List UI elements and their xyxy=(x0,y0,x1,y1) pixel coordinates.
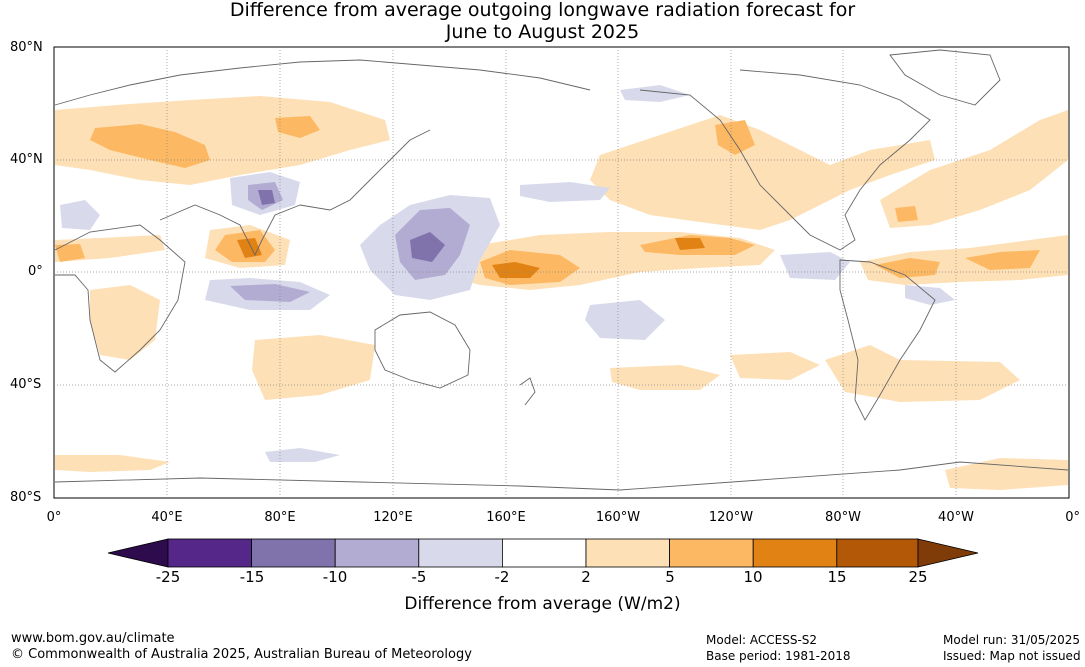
lon-label-0-right: 0° xyxy=(1065,510,1080,525)
lon-label-160w: 160°W xyxy=(595,510,641,525)
colorbar-tick-minus25: -25 xyxy=(155,568,181,586)
footer-model: Model: ACCESS-S2 xyxy=(706,633,818,647)
lat-label-40s: 40°S xyxy=(10,377,42,392)
footer-base-period: Base period: 1981-2018 xyxy=(706,649,851,663)
colorbar-bin-3 xyxy=(334,538,420,568)
colorbar-bin-5 xyxy=(501,538,587,568)
colorbar-bin-1 xyxy=(167,538,252,568)
lon-label-120w: 120°W xyxy=(708,510,754,525)
lon-label-40e: 40°E xyxy=(151,510,183,525)
lat-label-40n: 40°N xyxy=(10,152,43,167)
colorbar-bin-9 xyxy=(836,538,919,568)
colorbar-tick-minus5: -5 xyxy=(411,568,427,586)
lat-label-equator: 0° xyxy=(28,264,43,279)
colorbar-tick-15: 15 xyxy=(827,568,847,586)
lat-label-80n: 80°N xyxy=(10,40,43,55)
graticule xyxy=(54,47,1069,498)
colorbar-tick-25: 25 xyxy=(908,568,928,586)
colorbar xyxy=(107,538,979,568)
lon-label-120e: 120°E xyxy=(373,510,413,525)
footer-website: www.bom.gov.au/climate xyxy=(11,631,175,646)
map-title-line1: Difference from average outgoing longwav… xyxy=(229,0,856,21)
colorbar-bin-4 xyxy=(418,538,503,568)
colorbar-title: Difference from average (W/m2) xyxy=(404,594,681,614)
colorbar-extend-high xyxy=(917,538,979,568)
colorbar-extend-low xyxy=(107,538,169,568)
lon-label-160e: 160°E xyxy=(486,510,526,525)
lat-label-80s: 80°S xyxy=(10,490,42,505)
colorbar-bin-7 xyxy=(669,538,754,568)
lon-label-80w: 80°W xyxy=(825,510,861,525)
colorbar-tick-minus15: -15 xyxy=(239,568,265,586)
anomaly-shading xyxy=(55,85,1068,490)
lon-label-0-left: 0° xyxy=(46,510,62,525)
colorbar-bin-6 xyxy=(585,538,670,568)
colorbar-tick-minus2: -2 xyxy=(494,568,510,586)
colorbar-tick-10: 10 xyxy=(743,568,763,586)
colorbar-tick-2: 2 xyxy=(581,568,591,586)
footer-issued: Issued: Map not issued xyxy=(943,649,1081,663)
footer-copyright: © Commonwealth of Australia 2025, Austra… xyxy=(11,647,472,662)
colorbar-tick-5: 5 xyxy=(665,568,675,586)
colorbar-bin-2 xyxy=(251,538,336,568)
map-title-line2: June to August 2025 xyxy=(445,21,640,43)
coastlines xyxy=(54,49,1069,491)
colorbar-bin-8 xyxy=(752,538,838,568)
lon-label-40w: 40°W xyxy=(938,510,974,525)
lon-label-80e: 80°E xyxy=(264,510,296,525)
footer-model-run: Model run: 31/05/2025 xyxy=(943,633,1081,647)
colorbar-tick-minus10: -10 xyxy=(322,568,348,586)
